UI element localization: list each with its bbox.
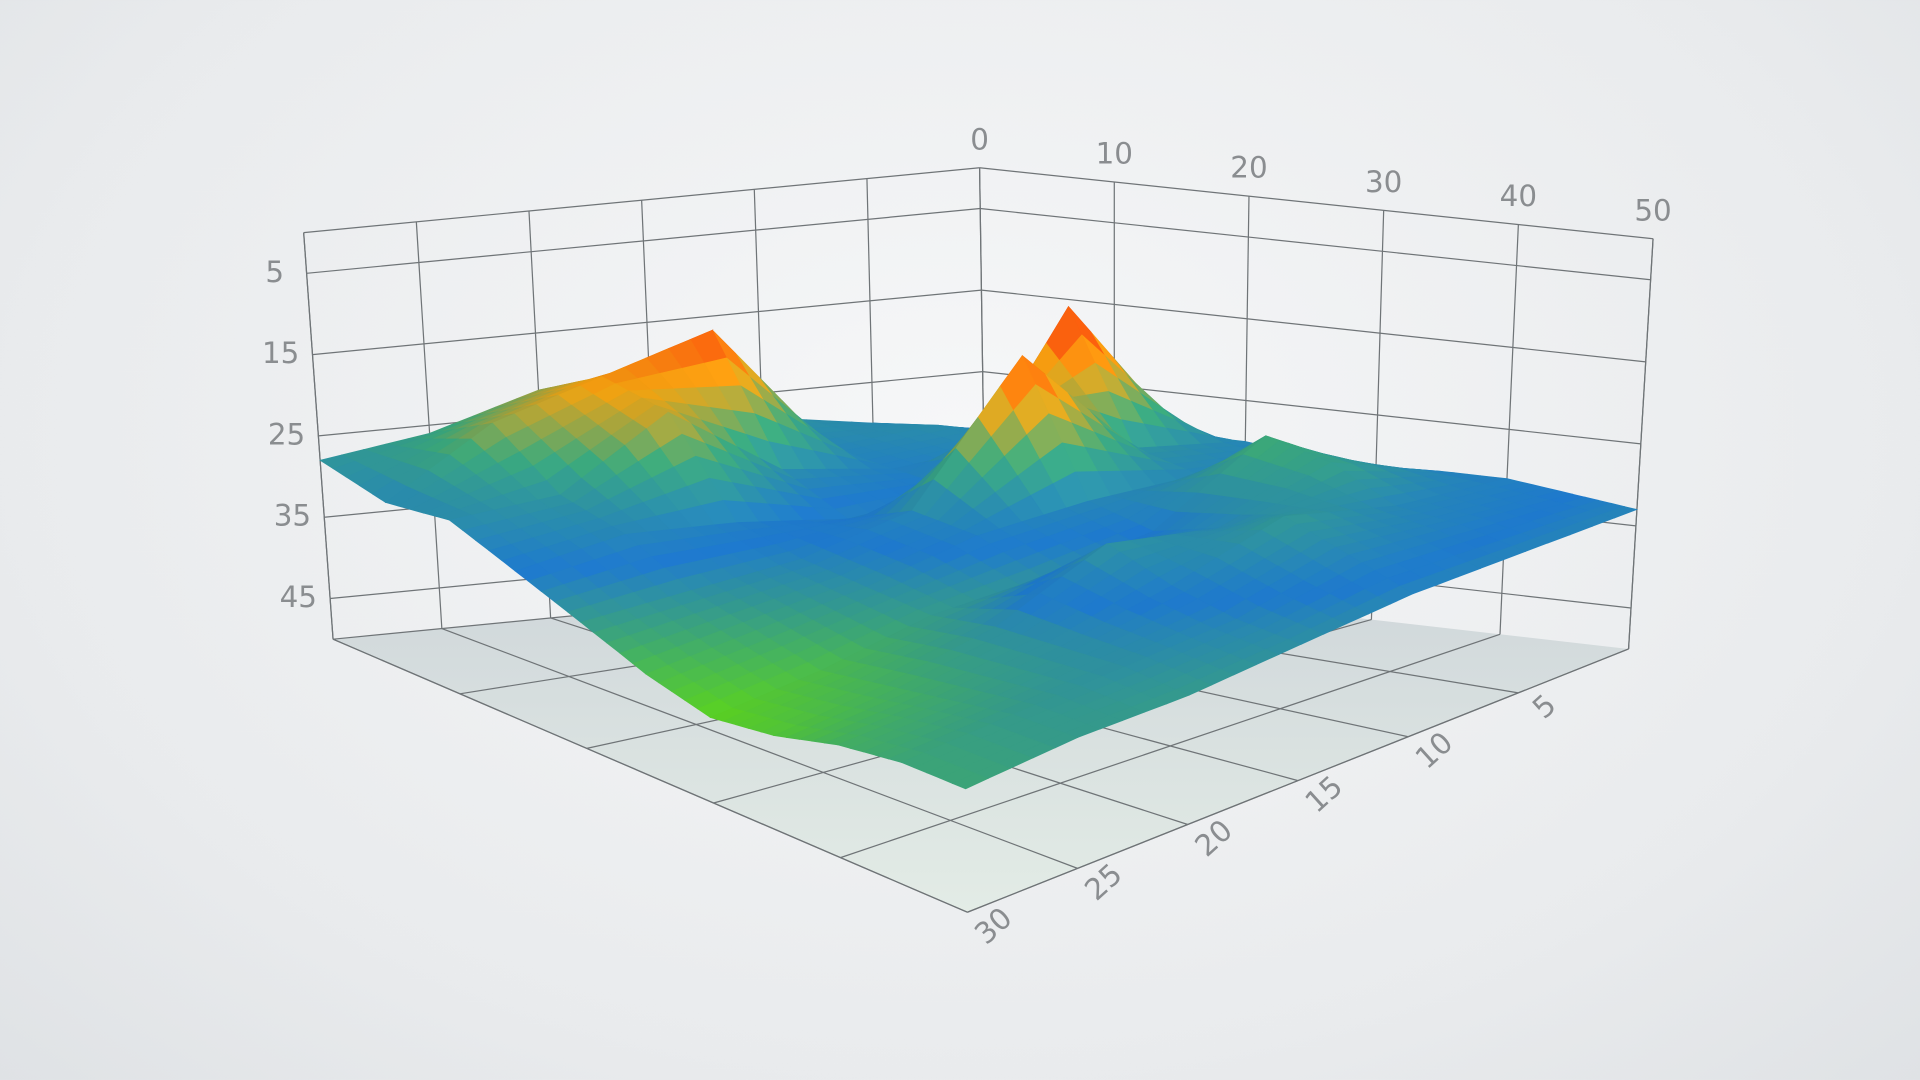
grid-line — [980, 207, 1651, 281]
box-edge — [303, 167, 980, 234]
grid-line — [312, 289, 982, 356]
x-tick-label: 0 — [970, 122, 989, 156]
z-tick-label: 45 — [280, 580, 317, 614]
x-tick-label: 20 — [1230, 151, 1267, 185]
z-tick-label: 15 — [262, 336, 299, 370]
grid-line — [441, 627, 1078, 869]
x-tick-label: 50 — [1634, 193, 1671, 227]
x-tick-label: 30 — [1365, 165, 1402, 199]
grid-line — [1627, 238, 1654, 650]
z-tick-label: 5 — [265, 255, 284, 289]
grid-line — [306, 207, 981, 274]
grid-line — [332, 638, 968, 913]
y-tick-label: 5 — [1526, 688, 1563, 726]
grid-line — [981, 289, 1646, 363]
box-edge — [979, 167, 1654, 240]
z-tick-label: 25 — [268, 417, 305, 451]
x-tick-label: 40 — [1500, 179, 1537, 213]
z-tick-label: 35 — [274, 499, 311, 533]
x-tick-label: 10 — [1096, 137, 1133, 171]
surface-patch — [951, 772, 989, 790]
